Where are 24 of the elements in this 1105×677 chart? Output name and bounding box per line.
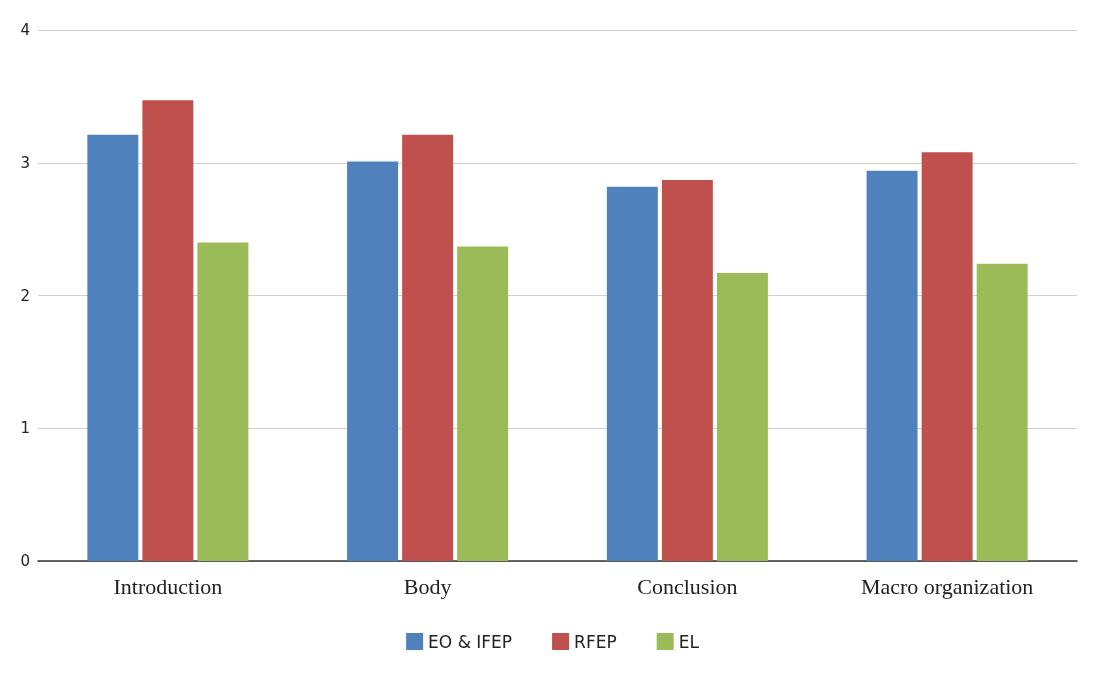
- bar: [402, 134, 454, 561]
- bar: [921, 152, 973, 561]
- bar: [606, 186, 658, 561]
- bar: [661, 180, 713, 561]
- x-tick-label: Body: [403, 573, 452, 599]
- x-tick-label: Conclusion: [637, 573, 738, 599]
- y-tick-label: 4: [20, 21, 30, 39]
- legend-label: EL: [678, 631, 700, 652]
- y-tick-label: 2: [20, 286, 30, 305]
- bar: [716, 272, 768, 561]
- legend-label: RFEP: [574, 631, 617, 652]
- bar: [976, 263, 1028, 561]
- y-tick-label: 1: [20, 419, 30, 438]
- y-tick-label: 3: [20, 153, 30, 172]
- bar: [197, 242, 249, 561]
- bar: [866, 170, 918, 561]
- legend-label: EO & IFEP: [428, 631, 513, 652]
- bar: [142, 100, 194, 561]
- x-tick-label: Introduction: [113, 573, 223, 599]
- y-tick-label: 0: [20, 552, 30, 570]
- x-tick-label: Macro organization: [860, 573, 1034, 599]
- bar: [457, 246, 509, 561]
- bar: [87, 134, 139, 561]
- bar: [347, 161, 399, 561]
